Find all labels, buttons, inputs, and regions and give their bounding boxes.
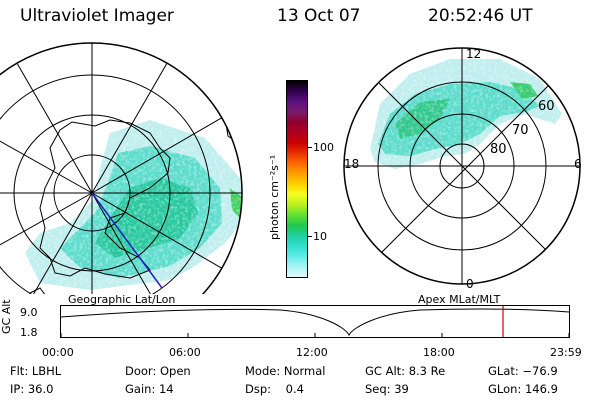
orbit-xtick-1200: 12:00 — [296, 346, 328, 359]
geo-dateline — [91, 192, 163, 289]
orbit-altitude-curve — [60, 308, 570, 337]
colorbar-tick-label-10: 10 — [313, 230, 327, 243]
apex-map-caption: Apex MLat/MLT — [418, 293, 501, 306]
geo-meridians — [0, 43, 242, 294]
orbit-x-ticks — [60, 333, 570, 337]
australia-coastline — [224, 97, 242, 144]
antarctica-coastline — [39, 119, 171, 279]
time-label: 20:52:46 UT — [428, 6, 533, 26]
glat-status: GLat: −76.9 — [488, 364, 558, 378]
geographic-map — [0, 42, 243, 294]
mlt-label-dusk: 18 — [344, 157, 359, 171]
gc-alt-status: GC Alt: 8.3 Re — [365, 364, 446, 378]
orbit-xtick-1800: 18:00 — [423, 346, 455, 359]
geo-map-caption: Geographic Lat/Lon — [68, 293, 176, 306]
dsp-status: Dsp: 0.4 — [245, 382, 304, 396]
mlt-label-dawn: 6 — [574, 157, 582, 171]
orbit-ytick-max: 9.0 — [20, 306, 38, 319]
mode-status: Mode: Normal — [245, 364, 326, 378]
orbit-ylabel: GC Alt — [0, 299, 13, 334]
geo-map-clip — [0, 43, 242, 294]
apex-lat-label-60: 60 — [538, 99, 555, 114]
colorbar-tick-10 — [307, 236, 312, 237]
filter-status: Flt: LBHL — [10, 364, 62, 378]
orbit-ytick-min: 1.8 — [20, 326, 38, 339]
mlt-label-noon: 12 — [466, 47, 481, 61]
gain-status: Gain: 14 — [125, 382, 174, 396]
colorbar — [286, 80, 308, 278]
colorbar-tick-100 — [307, 147, 312, 148]
mlt-label-midnight: 0 — [466, 277, 474, 291]
ip-status: IP: 36.0 — [10, 382, 54, 396]
colorbar-tick-label-100: 100 — [313, 141, 334, 154]
coastline-fragment — [29, 287, 47, 294]
apex-lat-label-80: 80 — [490, 142, 507, 157]
colorbar-gradient — [287, 81, 307, 277]
door-status: Door: Open — [125, 364, 191, 378]
colorbar-unit-label: photon cm⁻²s⁻¹ — [268, 154, 281, 240]
orbit-xtick-0600: 06:00 — [169, 346, 201, 359]
seq-status: Seq: 39 — [365, 382, 409, 396]
orbit-plot-frame — [60, 305, 570, 338]
apex-lat-circle-70 — [409, 113, 515, 219]
apex-polar-map: 12 18 6 0 60 70 80 — [343, 47, 582, 291]
instrument-title: Ultraviolet Imager — [20, 6, 174, 26]
apex-lat-circle-60 — [377, 81, 547, 251]
apex-lat-circle-80 — [439, 143, 485, 189]
apex-map-clip — [344, 48, 580, 284]
apex-lat-label-70: 70 — [512, 123, 529, 138]
apex-map-outline — [343, 47, 581, 285]
geo-map-outline — [0, 42, 243, 294]
orbit-xtick-0000: 00:00 — [42, 346, 74, 359]
orbit-xtick-2359: 23:59 — [550, 346, 582, 359]
orbit-altitude-plot — [60, 305, 570, 338]
date-label: 13 Oct 07 — [277, 6, 361, 26]
glon-status: GLon: 146.9 — [488, 382, 558, 396]
